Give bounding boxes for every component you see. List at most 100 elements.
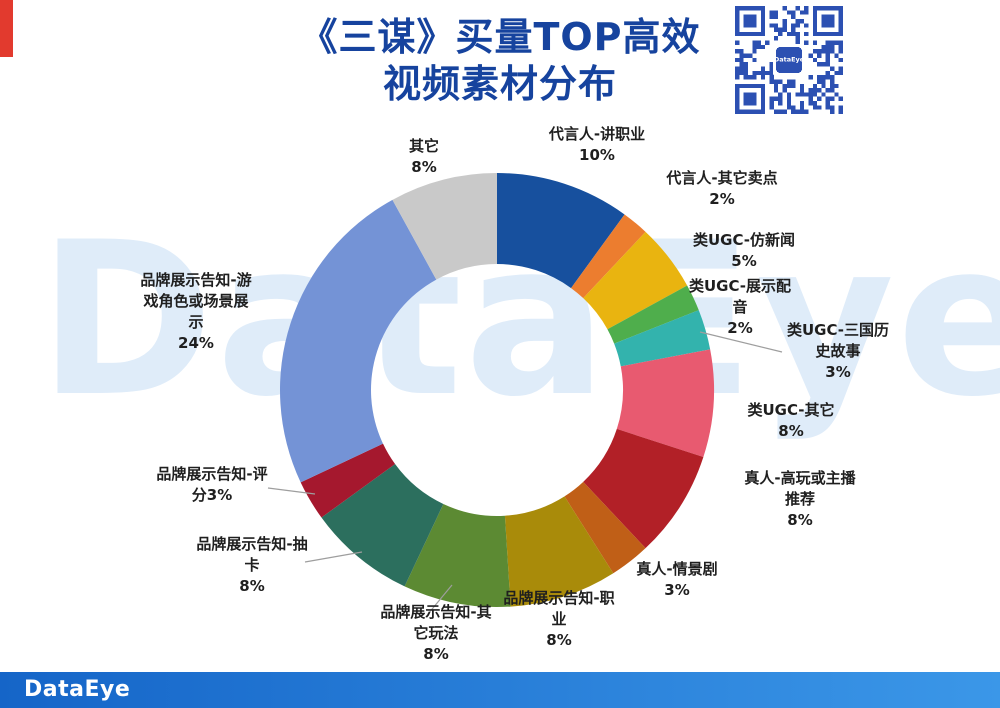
pie-slice-11: [300, 443, 396, 518]
qr-module: [795, 36, 800, 41]
qr-module: [812, 105, 818, 110]
qr-module: [782, 23, 787, 28]
qr-module: [743, 53, 748, 58]
qr-module: [769, 10, 774, 15]
qr-module: [808, 92, 813, 97]
label-leader-line-1: [427, 584, 453, 615]
qr-module: [739, 66, 744, 71]
chart-title: 《三谋》买量TOP高效 视频素材分布: [150, 14, 850, 108]
pie-slice-4: [614, 310, 711, 367]
qr-module: [778, 101, 783, 106]
qr-module: [795, 92, 800, 97]
label-leader-line-2: [304, 551, 363, 563]
qr-module: [825, 40, 831, 45]
qr-module: [817, 53, 822, 58]
qr-module: [838, 70, 843, 76]
qr-module: [782, 109, 787, 114]
pie-slice-12: [280, 199, 437, 483]
footer-bar: DataEye: [0, 672, 1000, 708]
qr-module: [834, 83, 839, 89]
qr-module: [817, 105, 822, 110]
qr-module: [830, 66, 835, 71]
qr-module: [838, 66, 843, 71]
qr-module: [830, 49, 835, 54]
qr-module: [773, 23, 779, 28]
qr-module: [778, 31, 783, 37]
qr-module: [799, 105, 805, 110]
qr-module: [795, 40, 800, 45]
qr-module: [795, 6, 800, 11]
qr-module: [799, 10, 805, 15]
qr-module: [773, 88, 779, 93]
pie-slice-5: [616, 349, 714, 458]
qr-module: [825, 96, 831, 102]
qr-module: [756, 44, 761, 50]
qr-module: [769, 96, 774, 102]
qr-module: [773, 83, 779, 89]
qr-module: [825, 49, 831, 54]
qr-module: [838, 49, 843, 54]
qr-module: [825, 75, 831, 80]
qr-module: [773, 79, 779, 84]
qr-module: [739, 62, 744, 67]
label-leader-line-0: [699, 331, 783, 353]
qr-module: [786, 105, 792, 110]
qr-module: [795, 31, 800, 37]
pie-slice-2: [583, 231, 688, 330]
qr-module: [786, 92, 792, 97]
label-leader-line-3: [267, 487, 316, 495]
qr-module: [778, 27, 783, 32]
qr-module: [834, 40, 839, 45]
qr-module: [838, 105, 843, 110]
qr-module: [769, 14, 774, 19]
qr-module: [821, 44, 826, 50]
qr-module: [812, 57, 818, 63]
qr-module: [735, 57, 740, 63]
qr-module: [778, 109, 783, 114]
qr-module: [769, 75, 774, 80]
qr-module: [825, 44, 831, 50]
qr-module: [765, 40, 770, 45]
qr-module: [769, 62, 774, 67]
qr-module: [760, 75, 766, 80]
qr-module: [791, 23, 796, 28]
qr-module: [830, 83, 835, 89]
qr-module: [765, 70, 770, 76]
qr-module: [786, 31, 792, 37]
qr-module: [778, 92, 783, 97]
qr-module: [743, 70, 748, 76]
qr-module: [808, 53, 813, 58]
qr-module: [830, 109, 835, 114]
pie-slice-13: [392, 173, 497, 280]
qr-module: [817, 62, 822, 67]
qr-module: [821, 62, 826, 67]
qr-module: [825, 101, 831, 106]
dataeye-logo: DataEye: [24, 677, 131, 702]
qr-module: [825, 105, 831, 110]
pie-slice-6: [583, 428, 704, 549]
qr-module: [817, 49, 822, 54]
qr-module: [782, 18, 787, 24]
qr-module: [825, 88, 831, 93]
qr-module: [825, 62, 831, 67]
qr-code: DataEye: [735, 6, 843, 114]
qr-module: [752, 70, 757, 76]
qr-module: [817, 88, 822, 93]
qr-module: [838, 40, 843, 45]
qr-module: [838, 57, 843, 63]
qr-module: [799, 88, 805, 93]
qr-module: [821, 75, 826, 80]
qr-center-logo: DataEye: [774, 56, 805, 64]
qr-module: [739, 57, 744, 63]
qr-module: [821, 79, 826, 84]
qr-module: [760, 44, 766, 50]
qr-module: [773, 27, 779, 32]
qr-module: [804, 31, 809, 37]
qr-module: [799, 109, 805, 114]
title-line-2: 视频素材分布: [382, 62, 617, 106]
qr-module: [782, 27, 787, 32]
qr-module: [838, 96, 843, 102]
qr-module: [791, 27, 796, 32]
qr-module: [786, 96, 792, 102]
qr-module: [743, 92, 757, 106]
